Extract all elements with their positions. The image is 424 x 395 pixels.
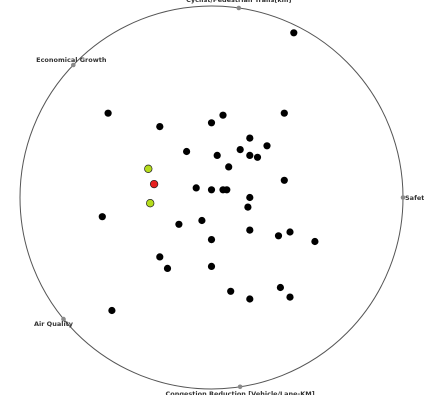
data-point-22[interactable]	[198, 216, 206, 225]
axis-anchor-4	[237, 384, 243, 390]
data-point-28[interactable]	[311, 237, 319, 246]
data-point-6[interactable]	[246, 134, 254, 142]
data-point-10[interactable]	[253, 153, 262, 161]
data-point-4[interactable]	[207, 119, 216, 127]
data-point-8[interactable]	[236, 146, 244, 154]
axis-label-0: Cyclist/Pedestrian Trails[km]	[186, 0, 291, 4]
axis-label-group: Cyclist/Pedestrian Trails[km] Economical …	[34, 0, 424, 395]
data-point-15[interactable]	[192, 184, 200, 192]
data-point-18[interactable]	[223, 186, 231, 194]
axis-anchor-1	[71, 62, 76, 68]
axis-label-3: Air Quality	[34, 320, 74, 328]
data-point-36[interactable]	[108, 306, 116, 315]
axis-label-4: Congestion Reduction [Vehicle/Lane-KM]	[165, 390, 314, 395]
data-point-12[interactable]	[213, 151, 221, 159]
data-point-39[interactable]	[146, 199, 155, 208]
data-point-3[interactable]	[156, 123, 164, 131]
point-group	[98, 29, 319, 315]
data-point-27[interactable]	[207, 236, 216, 244]
data-point-13[interactable]	[225, 163, 233, 171]
data-point-9[interactable]	[246, 151, 254, 159]
data-point-5[interactable]	[219, 111, 227, 119]
data-point-16[interactable]	[207, 186, 216, 194]
data-point-29[interactable]	[156, 253, 164, 261]
data-point-23[interactable]	[175, 220, 183, 228]
data-point-11[interactable]	[183, 147, 191, 156]
data-point-25[interactable]	[274, 232, 283, 240]
axis-label-1: Economical Growth	[36, 56, 107, 64]
axis-anchor-0	[236, 5, 242, 11]
data-point-38[interactable]	[144, 164, 153, 173]
data-point-2[interactable]	[280, 109, 288, 117]
data-point-37[interactable]	[149, 179, 159, 189]
anchor-group	[61, 5, 406, 390]
data-point-14[interactable]	[280, 176, 288, 184]
data-point-7[interactable]	[263, 142, 271, 150]
data-point-24[interactable]	[246, 226, 254, 234]
data-point-21[interactable]	[98, 213, 106, 221]
data-point-0[interactable]	[290, 29, 298, 37]
data-point-31[interactable]	[207, 262, 216, 270]
data-point-19[interactable]	[246, 193, 254, 202]
data-point-34[interactable]	[246, 295, 254, 303]
data-point-35[interactable]	[286, 293, 294, 301]
axis-label-2: Safety	[405, 194, 424, 202]
data-point-1[interactable]	[104, 109, 112, 117]
data-point-20[interactable]	[244, 203, 252, 211]
data-point-32[interactable]	[276, 283, 284, 292]
data-point-26[interactable]	[286, 228, 294, 236]
axis-anchor-3	[61, 316, 66, 322]
data-point-30[interactable]	[163, 264, 172, 272]
axis-anchor-2	[400, 195, 406, 200]
data-point-33[interactable]	[227, 287, 235, 295]
